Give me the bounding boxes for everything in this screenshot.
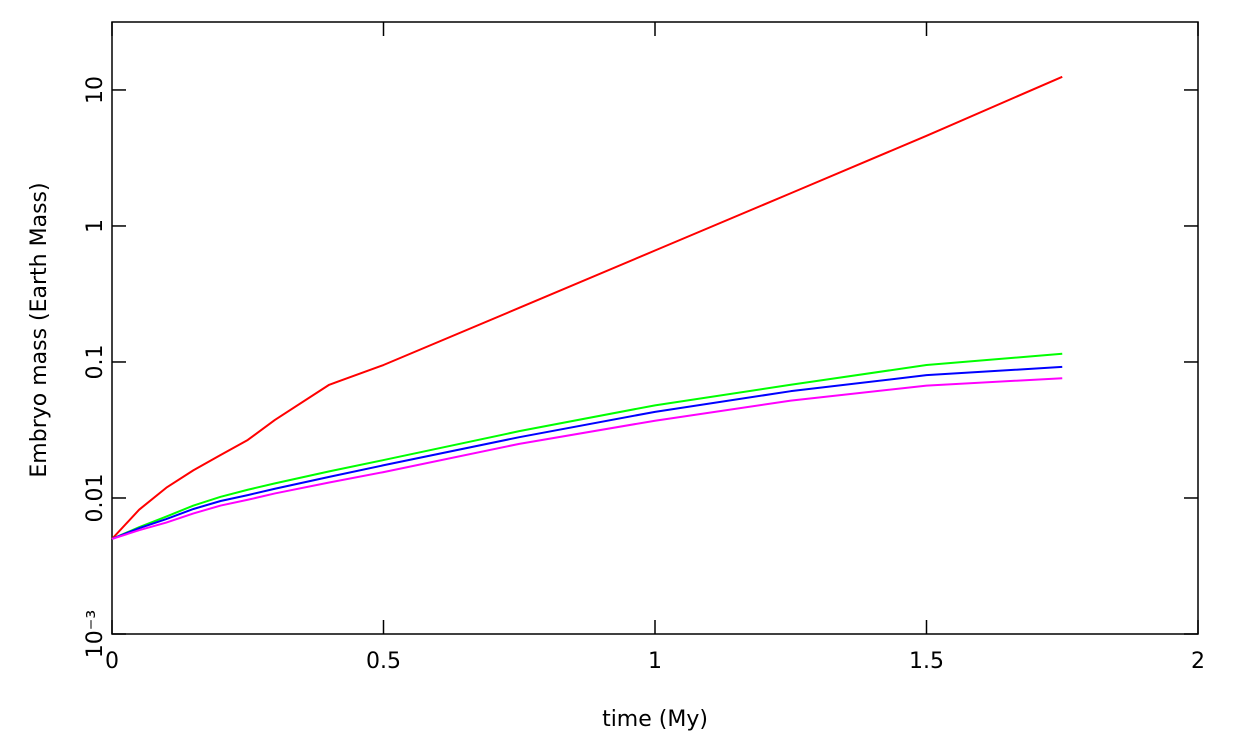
series-line: [111, 352, 1063, 540]
x-tick-label: 2: [1191, 649, 1205, 674]
x-tick-label: 1.5: [909, 649, 944, 674]
plot-frame: [111, 21, 1199, 635]
y-tick-label: 0.01: [83, 473, 108, 522]
y-tick-label: 10⁻³: [83, 610, 108, 658]
series-line: [111, 377, 1063, 540]
series-line: [111, 75, 1063, 540]
series-line: [111, 365, 1063, 540]
x-tick-label: 0.5: [366, 649, 401, 674]
y-axis-label: Embryo mass (Earth Mass): [27, 182, 52, 477]
x-tick-label: 1: [648, 649, 662, 674]
y-tick-label: 0.1: [83, 344, 108, 379]
y-tick-label: 10: [83, 76, 108, 104]
x-axis-label: time (My): [602, 707, 708, 732]
y-tick-label: 1: [83, 219, 108, 233]
x-tick-label: 0: [105, 649, 119, 674]
